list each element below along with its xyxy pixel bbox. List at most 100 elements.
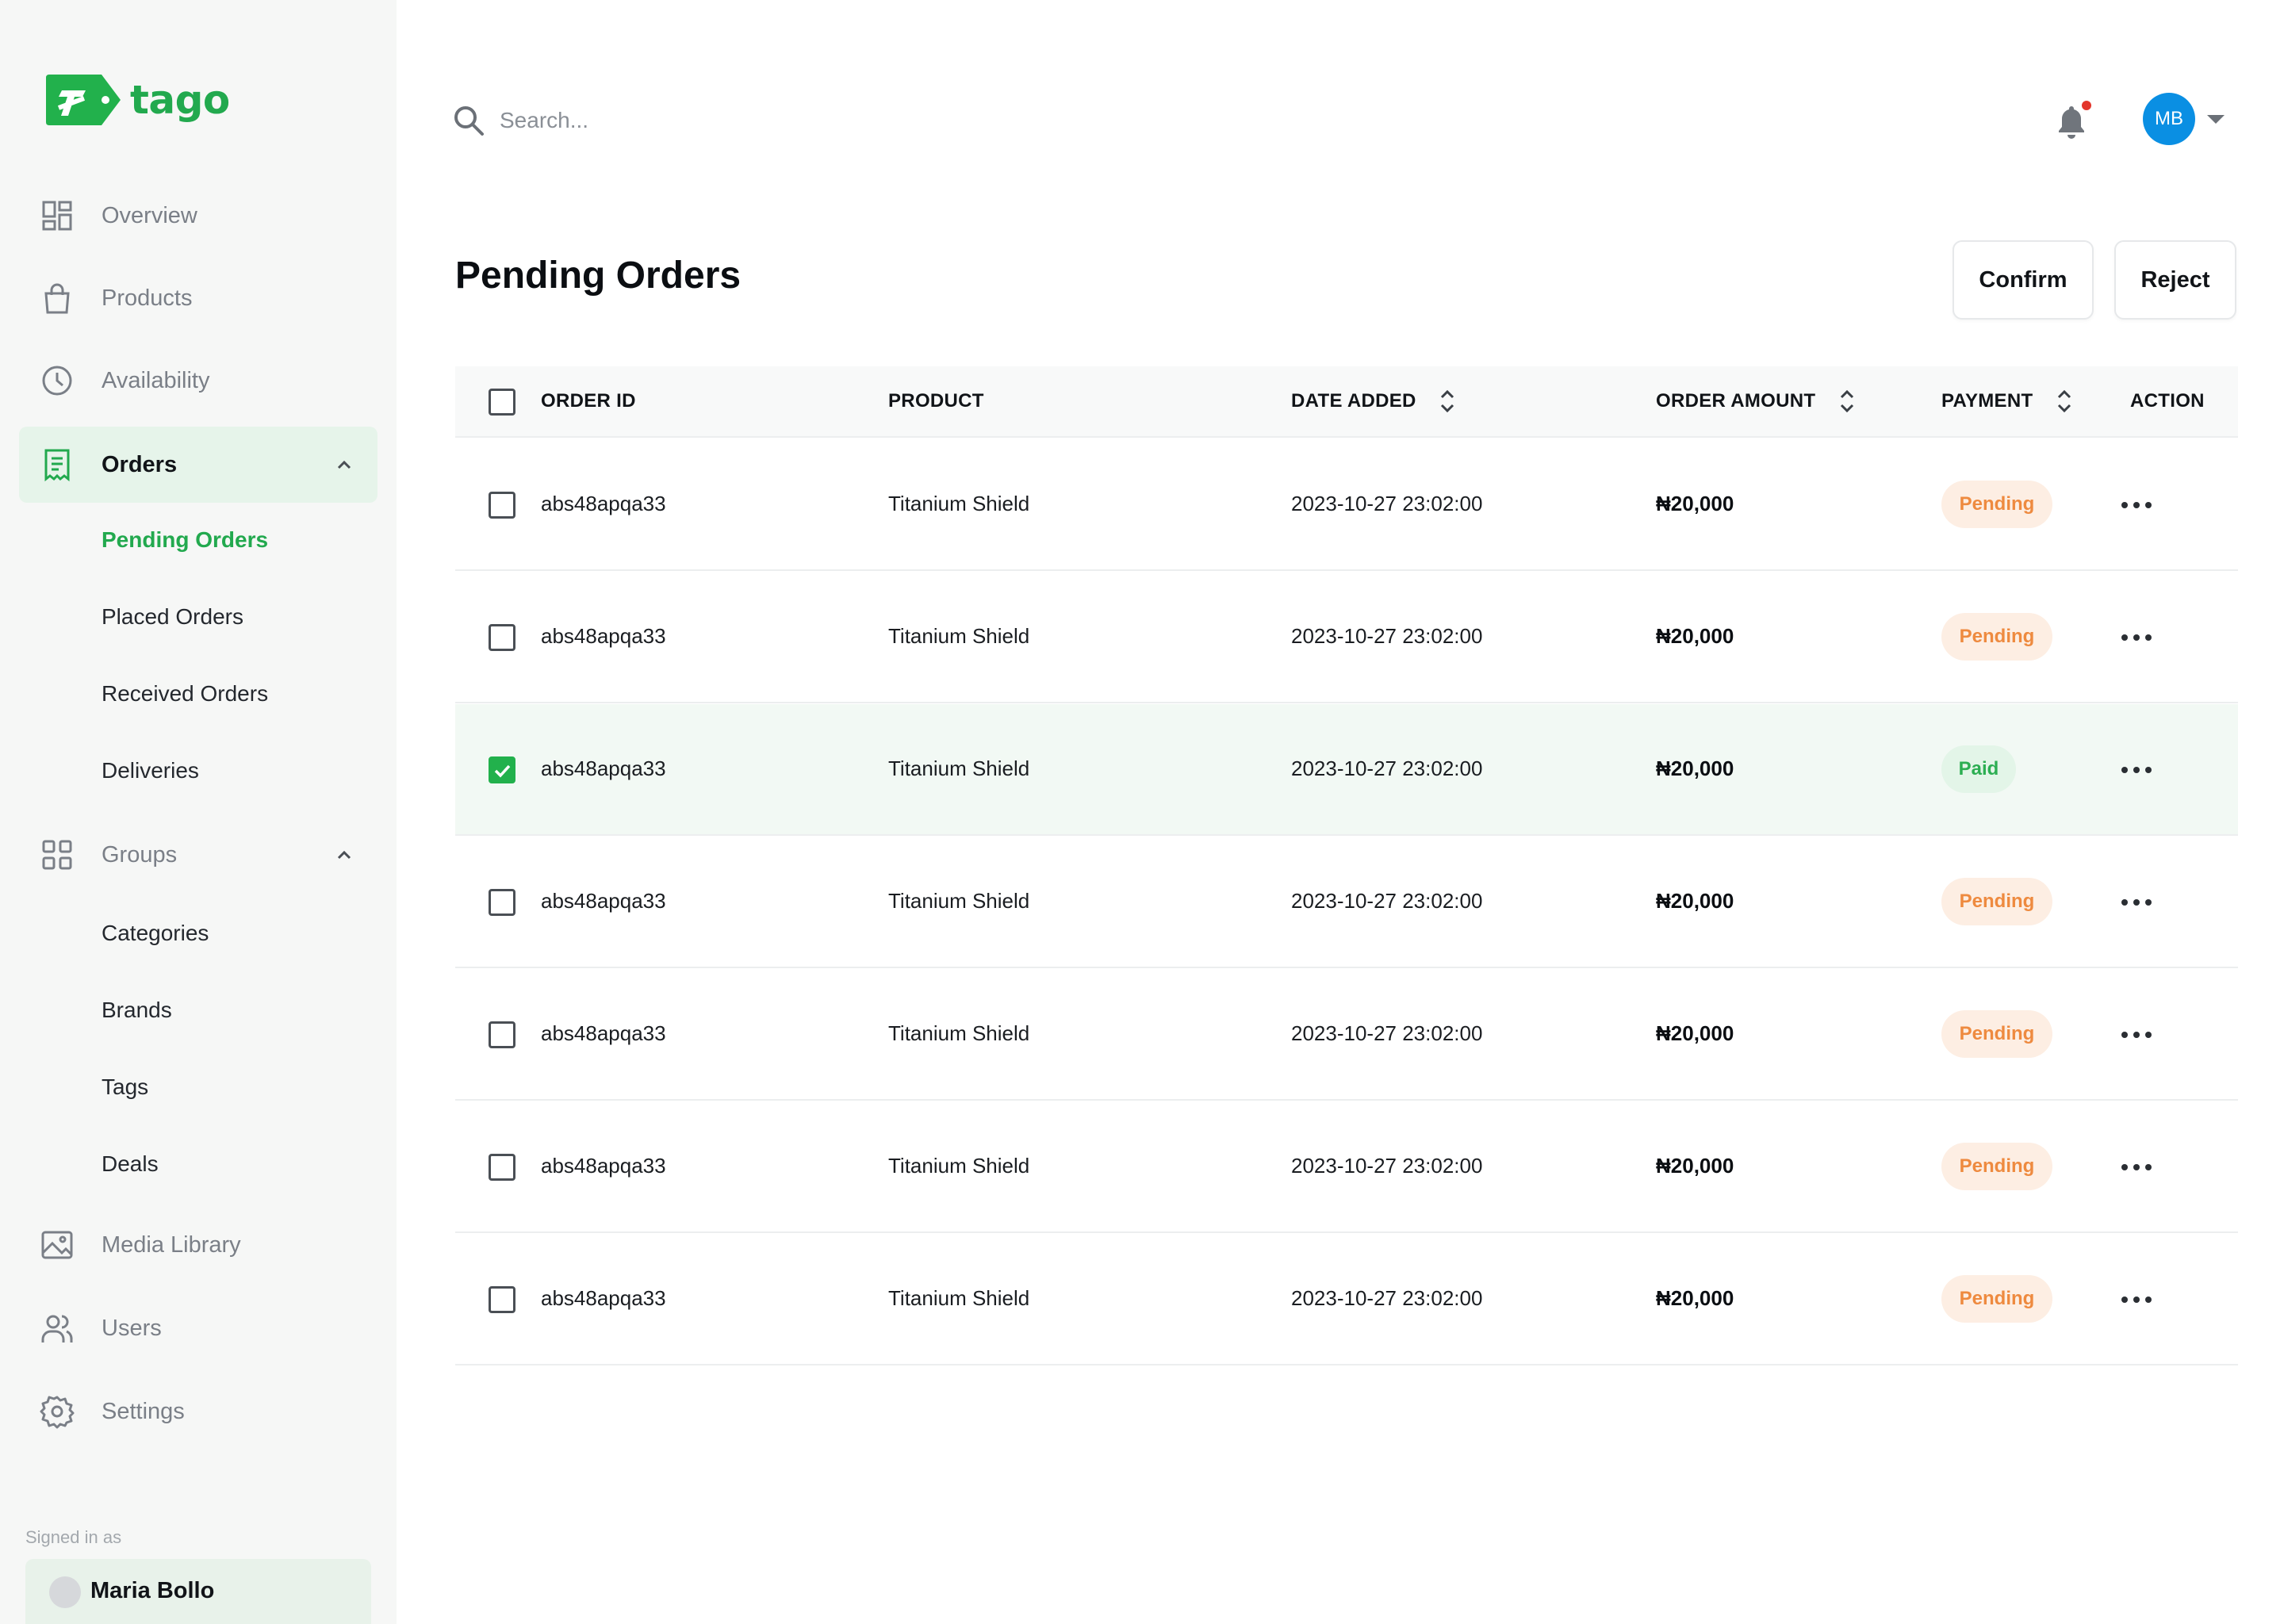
brand-logo[interactable]: tago (44, 73, 230, 127)
receipt-icon (44, 449, 70, 482)
dashboard-icon (42, 201, 72, 231)
table-row[interactable]: abs48apqa33 Titanium Shield 2023-10-27 23:… (455, 837, 2238, 968)
sidebar-subitem-categories[interactable]: Categories (102, 921, 209, 945)
row-checkbox[interactable] (489, 1154, 515, 1181)
row-checkbox[interactable] (489, 624, 515, 651)
column-header-order-amount[interactable]: ORDER AMOUNT (1656, 390, 1816, 412)
image-icon (41, 1231, 73, 1259)
table-header: ORDER ID PRODUCT DATE ADDED ORDER AMOUNT… (455, 366, 2238, 438)
product-cell: Titanium Shield (888, 889, 1030, 913)
date-cell: 2023-10-27 23:02:00 (1291, 1021, 1483, 1045)
column-header-date-added[interactable]: DATE ADDED (1291, 390, 1416, 412)
confirm-button[interactable]: Confirm (1953, 240, 2094, 320)
sidebar-item-settings[interactable]: Settings (19, 1373, 377, 1450)
sidebar-item-label: Orders (102, 451, 178, 477)
column-header-action: ACTION (2130, 390, 2205, 412)
amount-cell: ₦20,000 (1656, 492, 1734, 515)
amount-cell: ₦20,000 (1656, 624, 1734, 648)
table-row[interactable]: abs48apqa33 Titanium Shield 2023-10-27 23:… (455, 969, 2238, 1101)
amount-cell: ₦20,000 (1656, 889, 1734, 913)
select-all-checkbox[interactable] (489, 389, 515, 416)
row-checkbox[interactable] (489, 1021, 515, 1048)
sort-icon[interactable] (1837, 388, 1857, 415)
date-cell: 2023-10-27 23:02:00 (1291, 492, 1483, 515)
product-cell: Titanium Shield (888, 492, 1030, 515)
order-id-cell: abs48apqa33 (541, 1286, 666, 1310)
bell-icon[interactable] (2054, 103, 2089, 140)
more-options-icon[interactable] (2119, 493, 2154, 517)
more-options-icon[interactable] (2119, 1155, 2154, 1179)
more-options-icon[interactable] (2119, 891, 2154, 914)
sidebar-subitem-tags[interactable]: Tags (102, 1074, 149, 1099)
sidebar-item-availability[interactable]: Availability (19, 343, 377, 419)
date-cell: 2023-10-27 23:02:00 (1291, 1154, 1483, 1178)
sidebar-item-overview[interactable]: Overview (19, 178, 377, 254)
date-cell: 2023-10-27 23:02:00 (1291, 756, 1483, 780)
status-badge: Pending (1941, 481, 2052, 528)
notification-dot (2079, 98, 2094, 113)
search-input[interactable] (500, 100, 1055, 141)
sidebar-subitem-pending-orders[interactable]: Pending Orders (102, 527, 269, 552)
row-checkbox[interactable] (489, 756, 515, 783)
user-card[interactable]: Maria Bollo (25, 1559, 371, 1624)
sidebar-subitem-deals[interactable]: Deals (102, 1151, 159, 1176)
order-id-cell: abs48apqa33 (541, 756, 666, 780)
sidebar: tago Overview Products Availability Orde… (0, 0, 397, 1624)
sidebar-item-label: Groups (102, 841, 178, 868)
table-row[interactable]: abs48apqa33 Titanium Shield 2023-10-27 23:… (455, 1101, 2238, 1233)
amount-cell: ₦20,000 (1656, 1154, 1734, 1178)
product-cell: Titanium Shield (888, 624, 1030, 648)
date-cell: 2023-10-27 23:02:00 (1291, 1286, 1483, 1310)
sidebar-item-label: Products (102, 285, 193, 311)
sort-icon[interactable] (1437, 388, 1458, 415)
column-header-order-id: ORDER ID (541, 390, 636, 412)
column-header-payment[interactable]: PAYMENT (1941, 390, 2033, 412)
sidebar-subitem-placed-orders[interactable]: Placed Orders (102, 604, 243, 629)
sidebar-subitem-received-orders[interactable]: Received Orders (102, 681, 269, 706)
sidebar-item-users[interactable]: Users (19, 1290, 377, 1366)
column-header-product: PRODUCT (888, 390, 984, 412)
profile-avatar-button[interactable]: MB (2143, 93, 2195, 145)
search-icon (454, 106, 484, 136)
product-cell: Titanium Shield (888, 1154, 1030, 1178)
sidebar-item-label: Media Library (102, 1231, 241, 1258)
sidebar-subitem-brands[interactable]: Brands (102, 998, 172, 1022)
table-row[interactable]: abs48apqa33 Titanium Shield 2023-10-27 23:… (455, 439, 2238, 571)
more-options-icon[interactable] (2119, 1023, 2154, 1047)
table-row[interactable]: abs48apqa33 Titanium Shield 2023-10-27 23:… (455, 572, 2238, 703)
more-options-icon[interactable] (2119, 626, 2154, 649)
order-id-cell: abs48apqa33 (541, 1154, 666, 1178)
gear-icon (40, 1396, 75, 1429)
sidebar-item-media-library[interactable]: Media Library (19, 1207, 377, 1283)
sidebar-item-label: Users (102, 1315, 162, 1341)
more-options-icon[interactable] (2119, 758, 2154, 782)
date-cell: 2023-10-27 23:02:00 (1291, 624, 1483, 648)
tago-logo-icon (46, 75, 121, 125)
order-id-cell: abs48apqa33 (541, 1021, 666, 1045)
table-row[interactable]: abs48apqa33 Titanium Shield 2023-10-27 23:… (455, 704, 2238, 836)
sidebar-item-label: Settings (102, 1398, 185, 1424)
row-checkbox[interactable] (489, 492, 515, 519)
chevron-up-icon[interactable] (331, 452, 357, 477)
row-checkbox[interactable] (489, 1286, 515, 1313)
order-id-cell: abs48apqa33 (541, 624, 666, 648)
reject-button[interactable]: Reject (2114, 240, 2236, 320)
product-cell: Titanium Shield (888, 1021, 1030, 1045)
chevron-up-icon[interactable] (331, 842, 357, 868)
amount-cell: ₦20,000 (1656, 1286, 1734, 1310)
status-badge: Pending (1941, 1010, 2052, 1058)
shopping-bag-icon (44, 283, 70, 314)
row-checkbox[interactable] (489, 889, 515, 916)
status-badge: Pending (1941, 1275, 2052, 1323)
order-id-cell: abs48apqa33 (541, 889, 666, 913)
sidebar-item-groups[interactable]: Groups (19, 817, 377, 893)
more-options-icon[interactable] (2119, 1288, 2154, 1312)
sort-icon[interactable] (2054, 388, 2075, 415)
caret-down-icon[interactable] (2205, 111, 2227, 127)
sidebar-item-orders[interactable]: Orders (19, 427, 377, 503)
sidebar-subitem-deliveries[interactable]: Deliveries (102, 758, 199, 783)
page-title: Pending Orders (455, 255, 742, 297)
sidebar-item-products[interactable]: Products (19, 260, 377, 336)
table-row[interactable]: abs48apqa33 Titanium Shield 2023-10-27 23:… (455, 1234, 2238, 1365)
date-cell: 2023-10-27 23:02:00 (1291, 889, 1483, 913)
